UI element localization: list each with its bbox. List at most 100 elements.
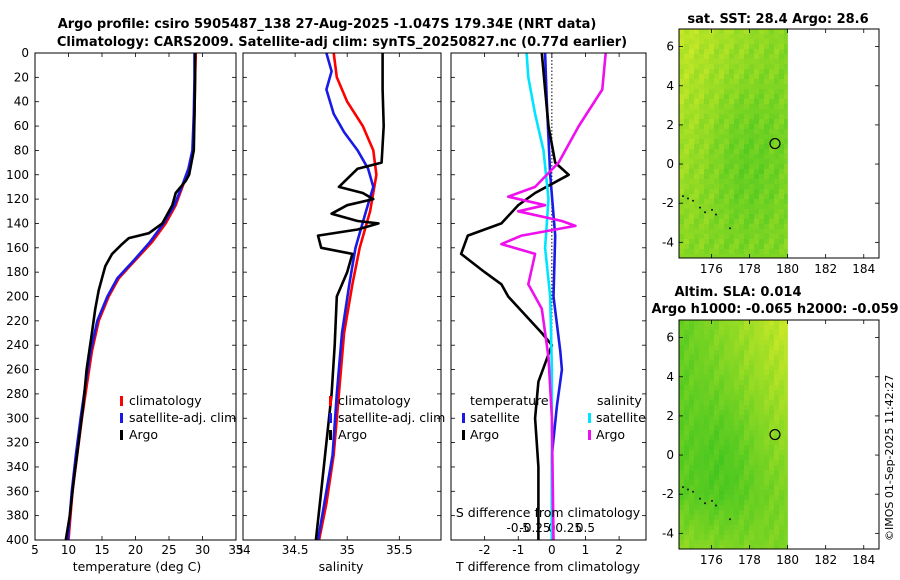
- heat-cell: [714, 169, 720, 175]
- heat-cell: [739, 475, 745, 481]
- sst-map-title: sat. SST: 28.4 Argo: 28.6: [687, 12, 868, 27]
- heat-cell: [724, 530, 730, 536]
- heat-cell: [729, 229, 735, 235]
- heat-cell: [739, 74, 745, 80]
- heat-cell: [754, 385, 760, 391]
- heat-cell: [679, 189, 685, 195]
- heat-cell: [769, 400, 775, 406]
- heat-cell: [774, 355, 780, 361]
- heat-cell: [704, 149, 710, 155]
- heat-cell: [739, 219, 745, 225]
- heat-cell: [749, 320, 755, 326]
- heat-cell: [779, 104, 785, 110]
- heat-cell: [759, 425, 765, 431]
- heat-cell: [784, 119, 788, 125]
- heat-cell: [694, 370, 700, 376]
- heat-cell: [769, 139, 775, 145]
- heat-cell: [729, 174, 735, 180]
- heat-cell: [714, 395, 720, 401]
- heat-cell: [744, 340, 750, 346]
- heat-cell: [769, 340, 775, 346]
- heat-cell: [684, 224, 690, 230]
- heat-cell: [749, 29, 755, 35]
- heat-cell: [754, 134, 760, 140]
- heat-cell: [779, 400, 785, 406]
- heat-cell: [699, 485, 705, 491]
- heat-cell: [774, 490, 780, 496]
- heat-cell: [704, 194, 710, 200]
- heat-cell: [684, 109, 690, 115]
- legend-swatch-argo: [329, 430, 332, 440]
- heat-cell: [769, 224, 775, 230]
- heat-cell: [749, 350, 755, 356]
- heat-cell: [784, 320, 788, 326]
- heat-cell: [774, 360, 780, 366]
- heat-cell: [774, 475, 780, 481]
- heat-cell: [734, 460, 740, 466]
- heat-cell: [714, 455, 720, 461]
- x-tick-label: 178: [738, 262, 761, 276]
- heat-cell: [779, 515, 785, 521]
- heat-cell: [739, 380, 745, 386]
- heat-cell: [679, 64, 685, 70]
- heat-cell: [719, 149, 725, 155]
- heat-cell: [719, 74, 725, 80]
- heat-cell: [684, 39, 690, 45]
- heat-cell: [734, 164, 740, 170]
- heat-cell: [699, 430, 705, 436]
- heat-cell: [684, 325, 690, 331]
- heat-cell: [709, 385, 715, 391]
- heat-cell: [764, 425, 770, 431]
- heat-cell: [779, 470, 785, 476]
- heat-cell: [739, 119, 745, 125]
- heat-cell: [769, 360, 775, 366]
- heat-cell: [719, 219, 725, 225]
- heat-cell: [709, 34, 715, 40]
- heat-cell: [684, 124, 690, 130]
- heat-cell: [699, 350, 705, 356]
- heat-cell: [774, 244, 780, 250]
- heat-cell: [724, 104, 730, 110]
- heat-cell: [699, 109, 705, 115]
- heat-cell: [714, 470, 720, 476]
- heat-cell: [694, 59, 700, 65]
- heat-cell: [694, 69, 700, 75]
- legend-swatch-s-argo: [588, 430, 591, 440]
- heat-cell: [694, 440, 700, 446]
- heat-cell: [744, 119, 750, 125]
- heat-cell: [699, 325, 705, 331]
- heat-cell: [679, 410, 685, 416]
- heat-cell: [754, 345, 760, 351]
- heat-cell: [749, 69, 755, 75]
- heat-cell: [734, 39, 740, 45]
- heat-cell: [759, 254, 765, 259]
- heat-cell: [689, 74, 695, 80]
- heat-cell: [689, 420, 695, 426]
- heat-cell: [694, 64, 700, 70]
- heat-cell: [684, 485, 690, 491]
- heat-cell: [734, 154, 740, 160]
- heat-cell: [734, 54, 740, 60]
- heat-cell: [719, 505, 725, 511]
- legend-label-satellite: satellite-adj. clim: [338, 410, 445, 425]
- heat-cell: [759, 94, 765, 100]
- heat-cell: [684, 254, 690, 259]
- heat-cell: [679, 450, 685, 456]
- legend-label-s-argo: Argo: [596, 427, 625, 442]
- heat-cell: [724, 49, 730, 55]
- heat-cell: [729, 244, 735, 250]
- heat-cell: [779, 44, 785, 50]
- plot-area: [35, 53, 236, 540]
- heat-cell: [779, 144, 785, 150]
- heat-cell: [784, 59, 788, 65]
- heat-cell: [719, 440, 725, 446]
- heat-cell: [689, 470, 695, 476]
- heat-cell: [759, 249, 765, 255]
- heat-cell: [744, 510, 750, 516]
- heat-cell: [754, 79, 760, 85]
- heat-cell: [779, 209, 785, 215]
- heat-cell: [764, 325, 770, 331]
- y-tick-label: 380: [6, 509, 29, 523]
- heat-cell: [784, 345, 788, 351]
- heat-cell: [684, 49, 690, 55]
